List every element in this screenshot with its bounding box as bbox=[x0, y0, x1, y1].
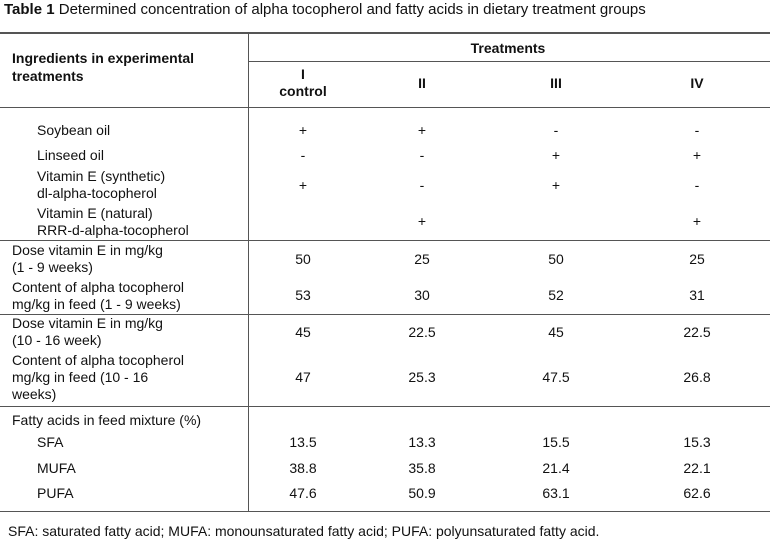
cell-value: 45 bbox=[548, 324, 564, 340]
cell-value: 50 bbox=[295, 251, 311, 267]
rule bbox=[0, 406, 770, 407]
row-label: Dose vitamin E in mg/kg bbox=[12, 315, 163, 331]
cell-value: 22.1 bbox=[683, 460, 711, 476]
cell-value: 50 bbox=[548, 251, 564, 267]
cell-value: + bbox=[692, 213, 702, 229]
cell-value: - bbox=[553, 122, 559, 138]
cell-value: 53 bbox=[295, 287, 311, 303]
row-label: dl-alpha-tocopherol bbox=[37, 185, 157, 201]
group-heading: Fatty acids in feed mixture (%) bbox=[12, 412, 202, 428]
row-label: (1 - 9 weeks) bbox=[12, 259, 93, 275]
cell-value: 52 bbox=[548, 287, 564, 303]
row-label: RRR-d-alpha-tocopherol bbox=[37, 222, 189, 238]
cell-value: - bbox=[300, 147, 306, 163]
cell-value: 62.6 bbox=[683, 485, 711, 501]
column-header: control bbox=[279, 83, 327, 99]
treatments-header: Treatments bbox=[470, 40, 546, 56]
row-label: Dose vitamin E in mg/kg bbox=[12, 242, 163, 258]
footnote: SFA: saturated fatty acid; MUFA: monouns… bbox=[8, 523, 600, 539]
cell-value: 25 bbox=[414, 251, 430, 267]
cell-value: 15.5 bbox=[542, 434, 570, 450]
cell-value: 22.5 bbox=[408, 324, 436, 340]
cell-value: + bbox=[298, 177, 308, 193]
cell-value: 50.9 bbox=[408, 485, 436, 501]
column-header: II bbox=[418, 75, 426, 91]
cell-value: 25 bbox=[689, 251, 705, 267]
cell-value: 15.3 bbox=[683, 434, 711, 450]
cell-value: 30 bbox=[414, 287, 430, 303]
row-label: Content of alpha tocopherol bbox=[12, 279, 185, 295]
table-caption: Table 1 Determined concentration of alph… bbox=[4, 1, 646, 19]
cell-value: 47.6 bbox=[289, 485, 317, 501]
cell-value: 47 bbox=[295, 369, 311, 385]
rule bbox=[248, 61, 770, 62]
cell-value: 35.8 bbox=[408, 460, 436, 476]
rule bbox=[0, 107, 770, 108]
cell-value: 47.5 bbox=[542, 369, 570, 385]
cell-value: 21.4 bbox=[542, 460, 570, 476]
cell-value: + bbox=[417, 122, 427, 138]
cell-value: - bbox=[419, 147, 425, 163]
row-label: Content of alpha tocopherol bbox=[12, 352, 185, 368]
column-header: III bbox=[550, 75, 562, 91]
caption-label: Table 1 bbox=[4, 1, 55, 18]
cell-value: 13.5 bbox=[289, 434, 317, 450]
cell-value: 13.3 bbox=[408, 434, 436, 450]
ingredients-header: Ingredients in experimental treatments bbox=[12, 50, 195, 84]
cell-value: + bbox=[551, 147, 561, 163]
cell-value: 31 bbox=[689, 287, 705, 303]
caption-text: Determined concentration of alpha tocoph… bbox=[58, 1, 646, 18]
row-label: mg/kg in feed (10 - 16 bbox=[12, 369, 149, 385]
row-label: (10 - 16 week) bbox=[12, 332, 102, 348]
row-label: weeks) bbox=[12, 386, 57, 402]
row-label: mg/kg in feed (1 - 9 weeks) bbox=[12, 296, 181, 312]
cell-value: 25.3 bbox=[408, 369, 436, 385]
cell-value: - bbox=[419, 177, 425, 193]
rule bbox=[0, 32, 770, 34]
rule bbox=[0, 314, 770, 315]
cell-value: + bbox=[551, 177, 561, 193]
rule bbox=[248, 33, 249, 511]
cell-value: + bbox=[417, 213, 427, 229]
cell-value: 22.5 bbox=[683, 324, 711, 340]
row-label: MUFA bbox=[37, 460, 76, 476]
cell-value: + bbox=[298, 122, 308, 138]
cell-value: + bbox=[692, 147, 702, 163]
row-label: PUFA bbox=[37, 485, 74, 501]
cell-value: 45 bbox=[295, 324, 311, 340]
row-label: SFA bbox=[37, 434, 64, 450]
row-label: Vitamin E (synthetic) bbox=[37, 168, 166, 184]
cell-value: 26.8 bbox=[683, 369, 711, 385]
column-header: IV bbox=[690, 75, 704, 91]
row-label: Vitamin E (natural) bbox=[37, 205, 153, 221]
rule bbox=[0, 511, 770, 512]
rule bbox=[0, 240, 770, 241]
cell-value: 63.1 bbox=[542, 485, 570, 501]
column-header: I bbox=[301, 66, 305, 82]
cell-value: - bbox=[694, 177, 700, 193]
row-label: Soybean oil bbox=[37, 122, 111, 138]
cell-value: 38.8 bbox=[289, 460, 317, 476]
cell-value: - bbox=[694, 122, 700, 138]
row-label: Linseed oil bbox=[37, 147, 104, 163]
